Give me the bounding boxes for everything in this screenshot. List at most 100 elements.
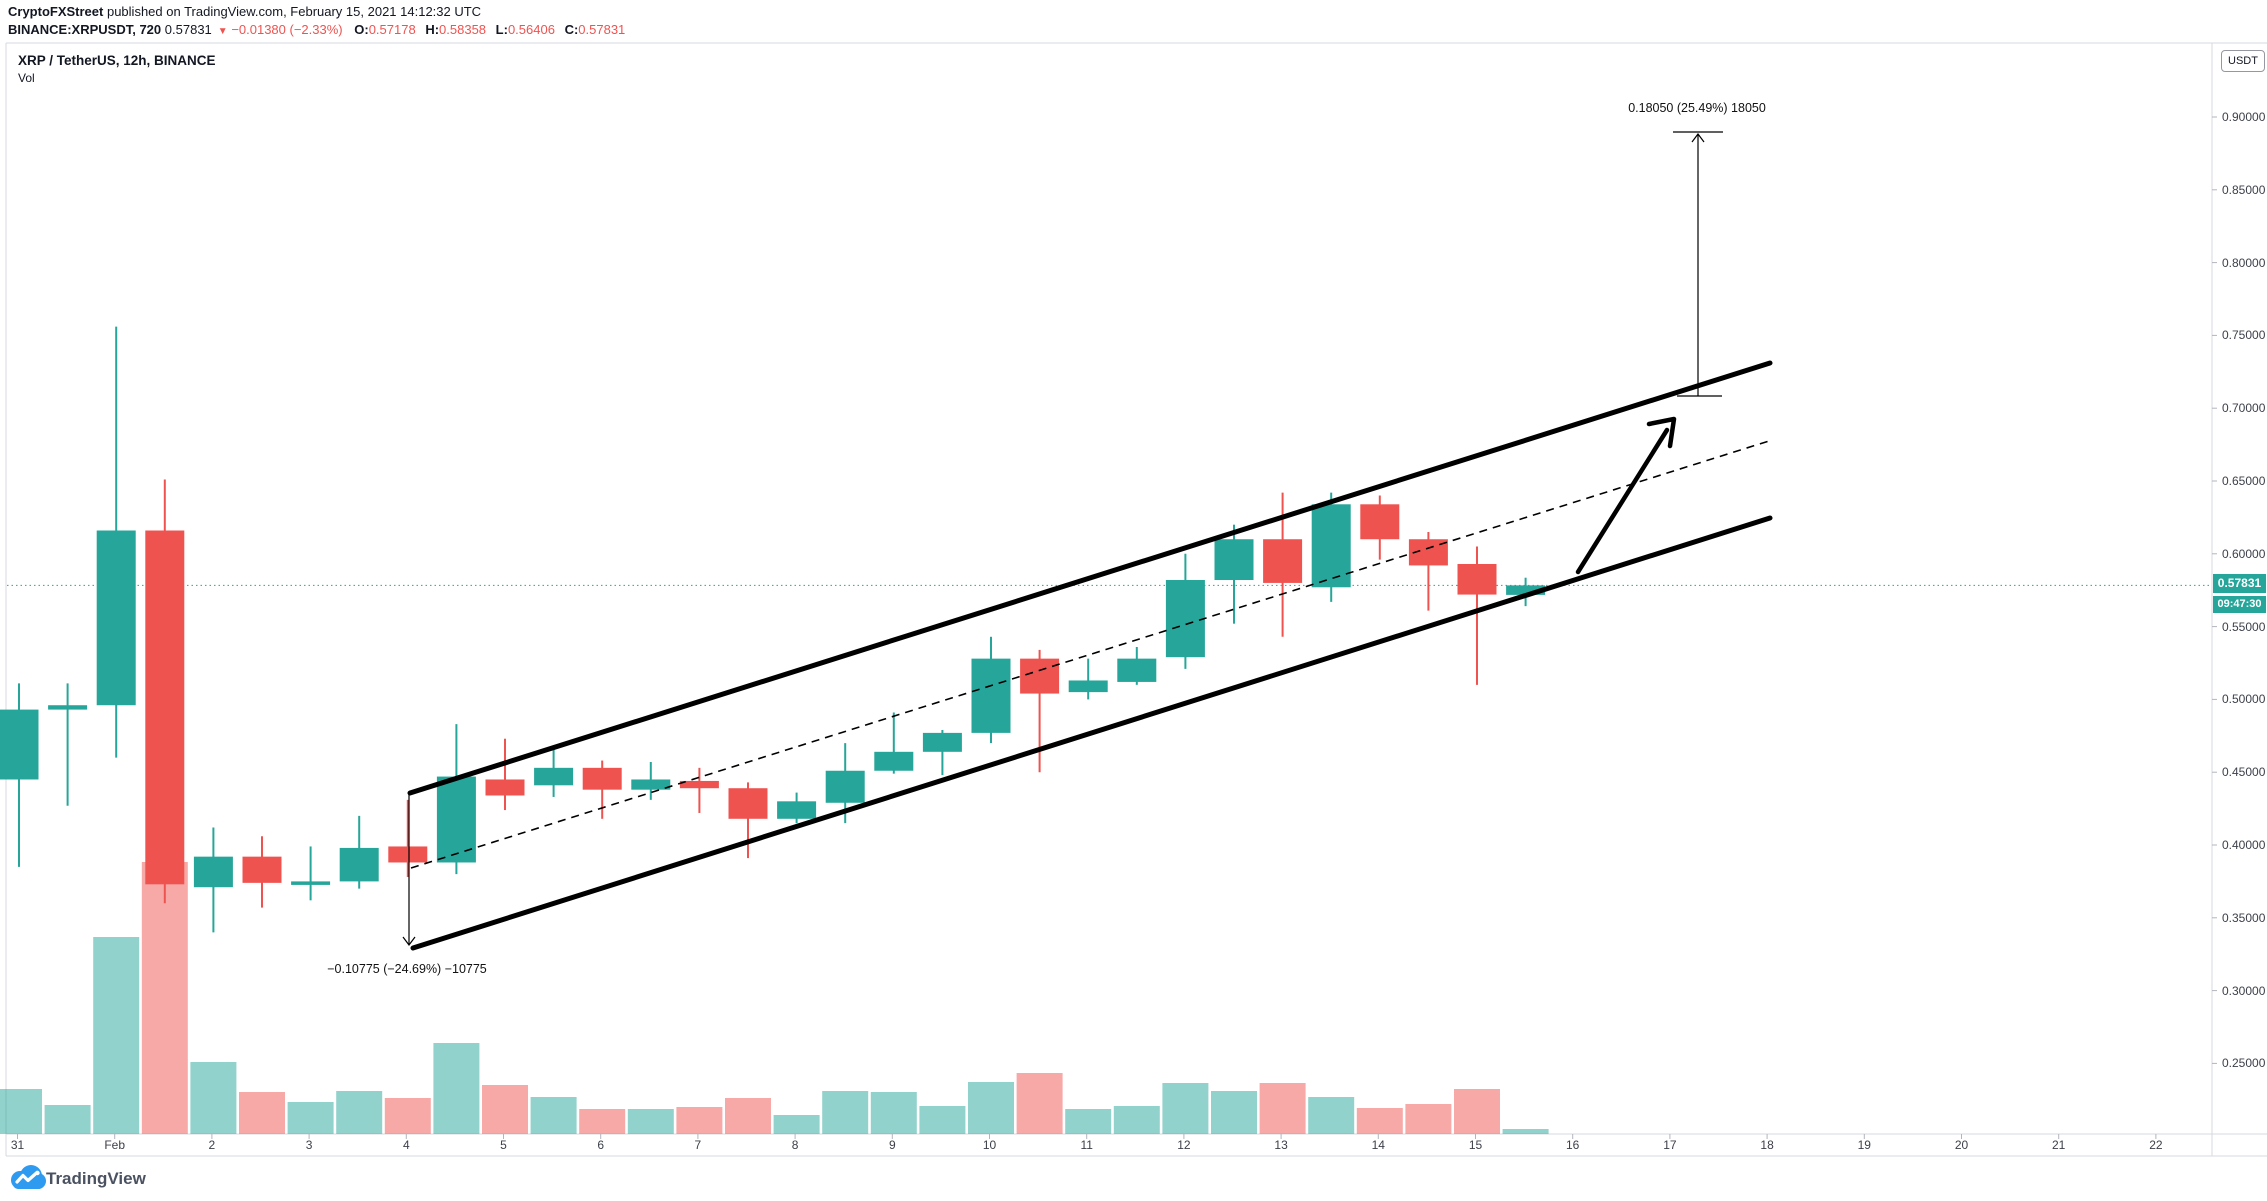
measure-down-arrowhead-icon [402,936,416,946]
volume-bar [384,1098,431,1134]
time-tick-label: 10 [982,1138,997,1152]
candle-body [1311,504,1351,588]
time-tick-label: 16 [1566,1138,1580,1152]
chart-legend-title: XRP / TetherUS, 12h, BINANCE [18,53,216,68]
low-label: L: [495,22,508,37]
volume-bar [44,1105,91,1134]
volume-bar [627,1109,674,1134]
price-tick-label: 0.80000 [2222,255,2266,270]
candle-body [1360,504,1400,540]
volume-bar [1016,1073,1063,1134]
volume-bar [676,1107,723,1134]
open-value: 0.57178 [368,22,416,37]
price-tick-label: 0.40000 [2222,838,2266,852]
time-tick-label: 14 [1371,1138,1385,1152]
time-tick-label: 13 [1274,1138,1288,1152]
candle-body [96,530,136,706]
volume-bar [1454,1089,1500,1134]
candle-body [534,767,574,786]
volume-bar [773,1115,820,1134]
volume-bar [141,862,188,1134]
candle-body [0,709,39,780]
upper-measure-annotation: 0.18050 (25.49%) 18050 [1628,101,1766,115]
time-tick-label: 6 [597,1138,605,1152]
volume-bar [1356,1108,1403,1134]
high-value: 0.58358 [439,22,487,37]
time-tick-label: 19 [1857,1138,1871,1152]
time-tick-label: 4 [402,1138,410,1152]
price-tick-label: 0.50000 [2222,692,2266,707]
time-tick-label: Feb [104,1138,126,1152]
volume-bar [336,1091,383,1134]
candle-body [1117,658,1157,682]
price-tick-label: 0.90000 [2222,110,2266,124]
candle-body [922,732,962,752]
time-tick-label: 21 [2052,1138,2066,1152]
close-value: 0.57831 [578,22,626,37]
time-tick-label: 20 [1954,1138,1969,1152]
volume-bar [1308,1097,1355,1134]
breakout-arrow-shaft [1575,427,1670,575]
close-label: C: [564,22,579,37]
price-tick-label: 0.55000 [2222,619,2266,634]
byline: CryptoFXStreet published on TradingView.… [8,4,481,19]
volume-bar [919,1106,966,1134]
current-price-badge: 0.57831 [2213,574,2266,593]
price-tick-label: 0.35000 [2222,910,2266,925]
candle-body [48,705,88,710]
time-tick-label: 31 [10,1138,25,1152]
candle-body [291,881,331,885]
tradingview-logo[interactable] [8,1164,228,1198]
candle-body [145,530,185,885]
volume-bar [0,1089,42,1134]
down-triangle-icon: ▼ [217,26,228,37]
price-tick-label: 0.45000 [2222,765,2266,780]
candle-body [679,780,719,789]
volume-bar [870,1092,917,1134]
tradingview-logo-icon [11,1165,46,1189]
candle-body [728,788,768,819]
volume-bar [1405,1104,1452,1134]
candle-body [485,779,525,796]
symbol-status-line: BINANCE:XRPUSDT, 720 0.57831 ▼ −0.01380 (… [8,22,625,37]
channel-lower-line [410,515,1773,951]
volume-bar [579,1109,626,1134]
candle-countdown-badge: 09:47:30 [2213,596,2266,613]
volume-bar [1502,1129,1549,1134]
volume-bar [239,1092,285,1134]
symbol-name: BINANCE:XRPUSDT, 720 [8,22,162,37]
candle-body [1020,658,1060,694]
candle-body [971,658,1011,733]
price-tick-label: 0.85000 [2222,182,2266,197]
currency-unit-button[interactable]: USDT [2221,50,2265,72]
volume-bar [190,1062,237,1134]
volume-bar [968,1082,1014,1134]
byline-author: CryptoFXStreet [8,4,104,19]
candle-body [436,776,476,863]
candle-body [1263,539,1303,583]
breakout-arrowhead-icon [1646,416,1677,449]
volume-bar [1259,1083,1306,1134]
candle-body [631,779,671,790]
candle-body [874,751,914,771]
time-tick-label: 17 [1663,1138,1677,1152]
price-tick-label: 0.75000 [2222,328,2266,343]
volume-bar [725,1098,771,1134]
time-tick-label: 22 [2149,1138,2163,1152]
candle-body [1214,539,1254,581]
candle-body [1457,563,1497,595]
volume-bar [93,937,140,1134]
tradingview-logo-text[interactable]: TradingView [46,1169,146,1188]
volume-bar [1113,1106,1160,1134]
time-tick-label: 15 [1468,1138,1483,1152]
candle-body [825,770,865,803]
time-tick-label: 7 [694,1138,702,1152]
time-tick-label: 8 [791,1138,799,1152]
time-tick-label: 11 [1080,1138,1093,1152]
open-label: O: [354,22,369,37]
price-tick-label: 0.25000 [2222,1056,2266,1071]
measure-up-arrowhead-icon [1691,133,1705,143]
price-tick-label: 0.70000 [2222,401,2266,416]
